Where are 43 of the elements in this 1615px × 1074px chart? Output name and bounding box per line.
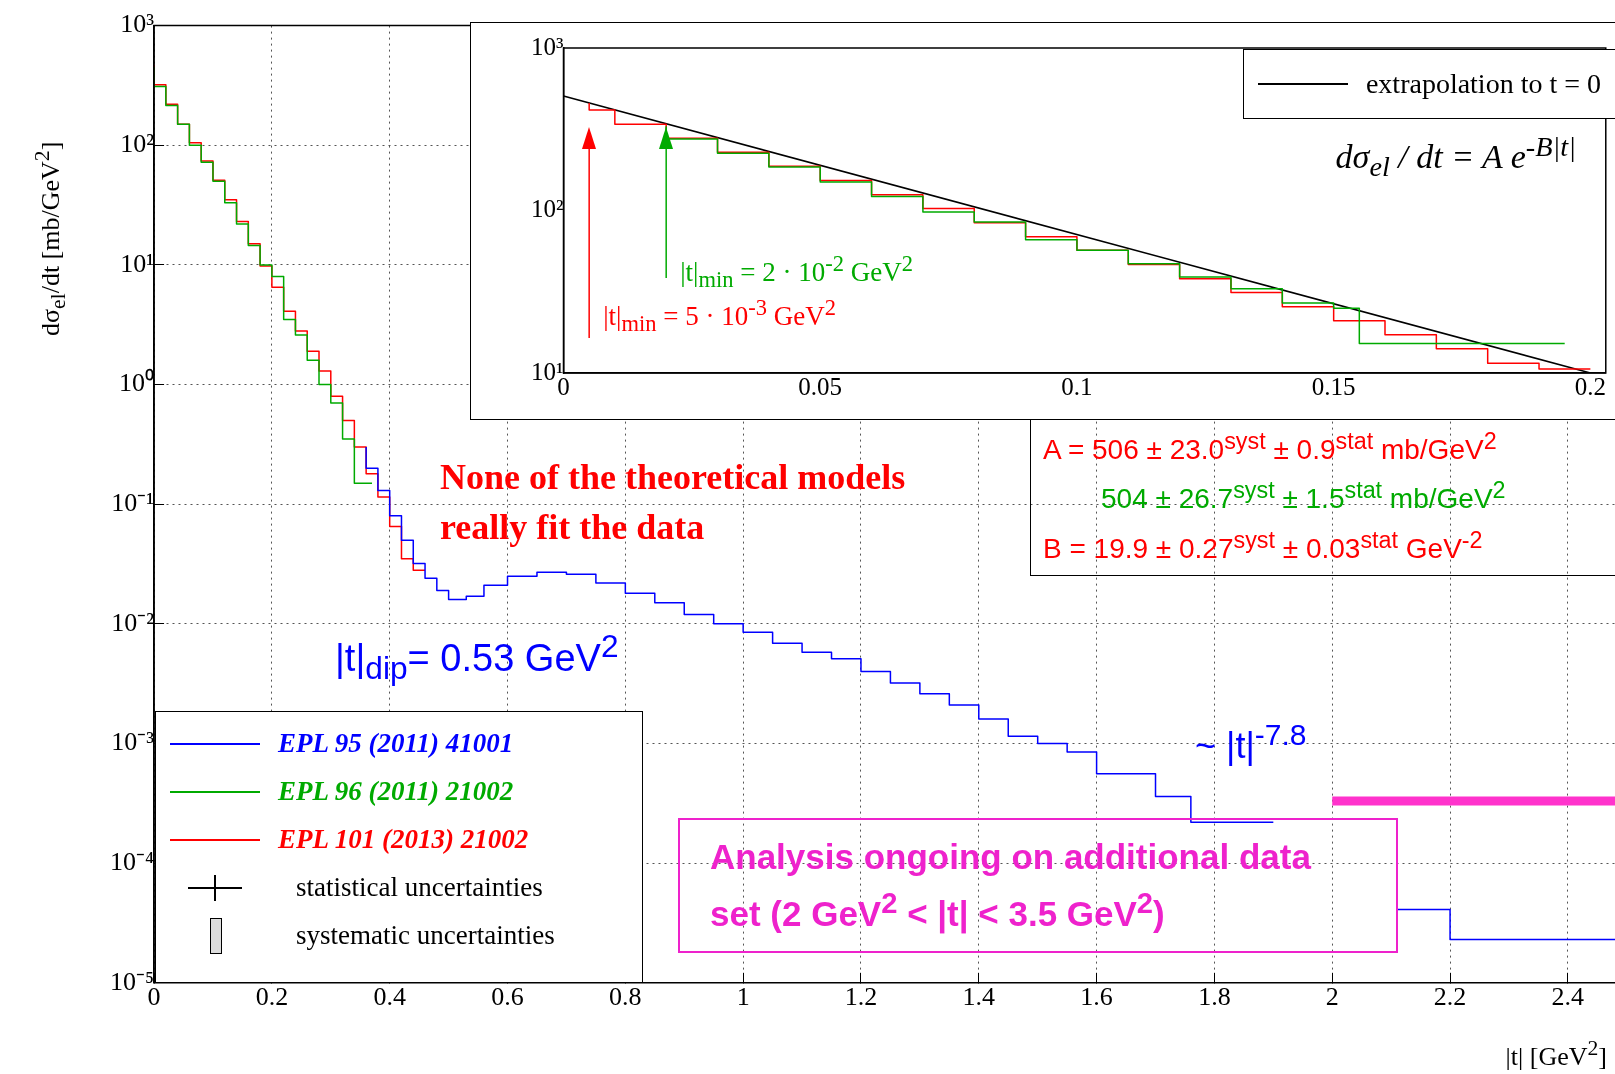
x-tick-label: 2.2	[1433, 982, 1467, 1012]
x-tick-label: 1.4	[962, 982, 996, 1012]
annotation: 504 ± 26.7$^{syst}$ ± 1.5$^{stat}$ mb/GeV$^{2}$	[1100, 476, 1507, 517]
x-tick-label: 0.1	[1061, 372, 1093, 400]
y-tick-label: 10²	[531, 195, 564, 223]
legend-label: EPL 95 (2011) 41001	[278, 728, 514, 760]
legend-label: EPL 96 (2011) 21002	[278, 776, 514, 808]
y-tick-label: 10⁻¹	[111, 488, 155, 518]
ref-line-label: |t|$_{min}$ = 2 · 10$^{-2}$ GeV$^{2}$	[680, 251, 913, 294]
x-tick-label: 0.6	[491, 982, 524, 1012]
y-tick-label: 10⁻⁴	[109, 846, 155, 876]
legend-label: extrapolation to t = 0	[1365, 68, 1601, 100]
x-tick-label: 2	[1325, 982, 1339, 1012]
x-tick-label: 0.4	[373, 982, 406, 1012]
annotation: statistical uncertainties	[296, 872, 543, 904]
x-tick-label: 1	[736, 982, 750, 1012]
y-tick-label: 10³	[531, 32, 564, 60]
y-tick-label: 10⁰	[119, 368, 155, 398]
x-tick-label: 0.2	[1574, 372, 1606, 400]
y-tick-label: 10²	[120, 129, 155, 159]
annotation: |t|$_{dip}$= 0.53 GeV$^{2}$	[335, 628, 619, 688]
annotation: None of the theoretical models really fit the data	[440, 456, 907, 549]
annotation: ~ |t|$^{-7.8}$	[1195, 718, 1307, 767]
x-axis-title: |t| [GeV$^{2}$]	[1505, 1036, 1607, 1072]
x-tick-label: 1.6	[1080, 982, 1113, 1012]
y-tick-label: 10⁻²	[111, 607, 155, 637]
legend-label: EPL 101 (2013) 21002	[278, 824, 529, 856]
x-tick-label: 1.8	[1198, 982, 1231, 1012]
x-tick-label: 0.15	[1311, 372, 1356, 400]
annotation: systematic uncertainties	[296, 920, 555, 952]
ref-line-label: |t|$_{min}$ = 5 · 10$^{-3}$ GeV$^{2}$	[603, 295, 836, 338]
y-tick-label: 10¹	[120, 248, 155, 278]
y-tick-label: 10³	[120, 9, 155, 39]
annotation: dσ$_{el}$ / dt = A e$^{-B|t|}$	[1335, 131, 1576, 184]
annotation: Analysis ongoing on additional data set (2 GeV$^{2}$ < |t| < 3.5 GeV$^{2}$)	[678, 818, 1398, 953]
x-tick-label: 2.4	[1551, 982, 1585, 1012]
y-tick-label: 10⁻³	[111, 727, 155, 757]
x-tick-label: 0.05	[798, 372, 843, 400]
x-tick-label: 0.8	[609, 982, 642, 1012]
annotation: B = 19.9 ± 0.27$^{syst}$ ± 0.03$^{stat}$ GeV$^{-2}$	[1043, 525, 1484, 566]
annotation: A = 506 ± 23.0$^{syst}$ ± 0.9$^{stat}$ mb/GeV$^{2}$	[1043, 427, 1498, 468]
x-tick-label: 1.2	[844, 982, 878, 1012]
x-tick-label: 0.2	[255, 982, 289, 1012]
